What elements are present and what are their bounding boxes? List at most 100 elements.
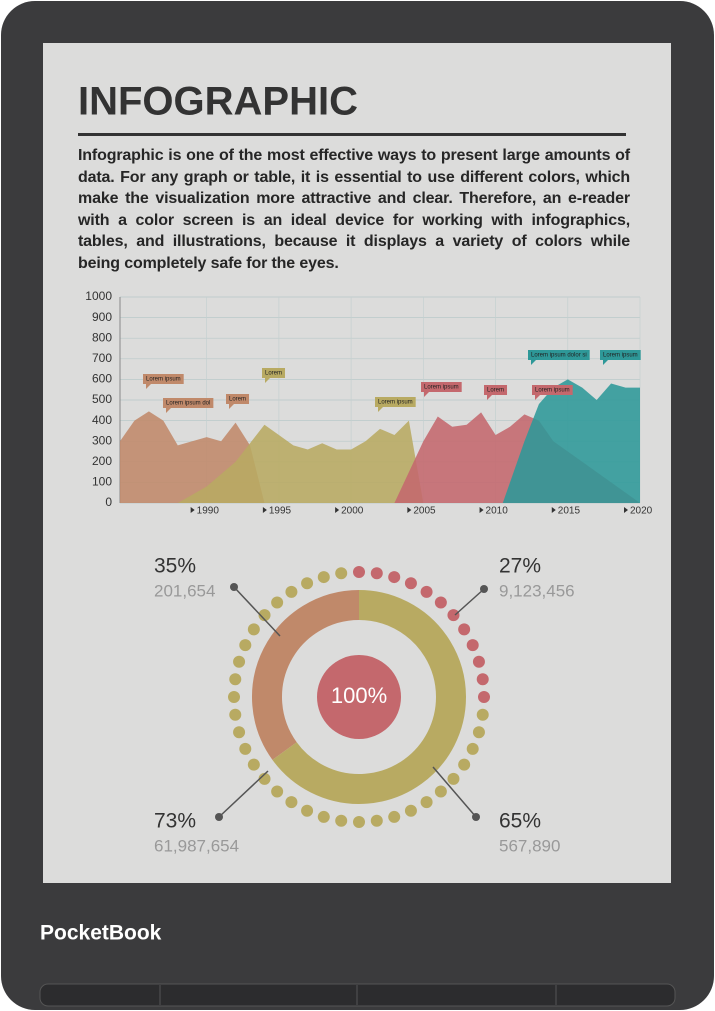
annotation-box <box>226 394 250 404</box>
x-tick-label: 2020 <box>630 506 653 517</box>
dot <box>434 785 447 798</box>
detail-label: 567,890 <box>499 836 560 855</box>
y-tick-label: 800 <box>92 330 112 344</box>
dot <box>472 655 485 668</box>
center-circle <box>317 655 401 739</box>
percent-label: 65% <box>499 810 541 833</box>
annotation-box <box>262 368 286 378</box>
leader-line <box>454 588 485 616</box>
annotation: Lorem <box>487 388 504 394</box>
leader-dot <box>215 813 223 821</box>
dot <box>476 673 489 686</box>
tick-arrow <box>624 507 628 513</box>
dot <box>353 816 365 828</box>
area <box>177 420 424 503</box>
annotation-pointer <box>146 384 151 389</box>
annotation-pointer <box>531 360 536 365</box>
dot <box>458 758 471 771</box>
x-tick-label: 2005 <box>413 506 436 517</box>
annotation-pointer <box>265 378 270 383</box>
leader-line <box>218 770 269 818</box>
dot <box>353 566 365 578</box>
annotation: Lorem ipsum <box>424 385 459 391</box>
percent-label: 27% <box>499 555 541 578</box>
annotation-pointer <box>378 407 383 412</box>
dot <box>388 810 401 823</box>
annotation-box <box>421 382 462 392</box>
leader-dot <box>480 585 488 593</box>
dot <box>301 804 314 817</box>
dot <box>404 577 417 590</box>
detail-label: 9,123,456 <box>499 581 575 600</box>
dot <box>335 814 348 827</box>
annotation: Lorem ipsum <box>603 353 638 359</box>
dot <box>447 772 460 785</box>
y-tick-label: 500 <box>92 392 112 406</box>
annotation: Lorem ipsum <box>146 377 181 383</box>
dot <box>370 814 383 827</box>
dot <box>258 609 271 622</box>
y-tick-label: 600 <box>92 372 112 386</box>
dot <box>247 623 260 636</box>
y-tick-label: 300 <box>92 433 112 447</box>
annotation: Lorem ipsum <box>535 388 570 394</box>
tick-arrow <box>190 507 195 513</box>
y-tick-label: 900 <box>92 310 112 324</box>
dot <box>388 571 401 584</box>
dot <box>233 655 246 668</box>
annotation: Lorem <box>265 371 282 377</box>
dot <box>258 772 271 785</box>
dot <box>317 810 330 823</box>
y-tick-label: 400 <box>92 413 112 427</box>
brand-logo: PocketBook <box>40 922 162 945</box>
annotation-box <box>484 385 508 395</box>
annotation: Lorem ipsum dolor si <box>531 353 587 359</box>
tick-arrow <box>335 507 340 513</box>
dot <box>228 691 240 703</box>
dot <box>239 639 252 652</box>
y-tick-label: 1000 <box>85 289 112 303</box>
dot <box>247 758 260 771</box>
tick-arrow <box>551 507 556 513</box>
dot <box>370 567 383 580</box>
dot <box>285 585 298 598</box>
dot <box>229 673 242 686</box>
dot <box>472 726 485 739</box>
leader-dot <box>472 813 480 821</box>
tick-arrow <box>407 507 412 513</box>
donut-segment <box>272 590 466 804</box>
annotation-box <box>163 398 214 408</box>
y-tick-label: 700 <box>92 351 112 365</box>
dot <box>229 708 242 721</box>
annotation-pointer <box>229 404 234 409</box>
dot <box>458 623 471 636</box>
dot <box>466 639 479 652</box>
dot <box>478 691 490 703</box>
annotation-box <box>600 350 641 360</box>
y-tick-label: 200 <box>92 454 112 468</box>
annotation: Lorem ipsum dol <box>166 401 210 407</box>
dot <box>239 742 252 755</box>
annotation-pointer <box>166 408 171 413</box>
dot <box>285 796 298 809</box>
dot <box>404 804 417 817</box>
annotation-pointer <box>487 395 492 400</box>
paragraph: Infographic is one of the most effective… <box>78 147 630 272</box>
detail-label: 61,987,654 <box>154 836 239 855</box>
percent-label: 35% <box>154 555 196 578</box>
dot <box>233 726 246 739</box>
dot <box>271 785 284 798</box>
dot <box>301 577 314 590</box>
title: INFOGRAPHIC <box>78 80 358 124</box>
dot <box>447 609 460 622</box>
area <box>502 379 640 503</box>
annotation: Lorem ipsum <box>378 400 413 406</box>
leader-line <box>432 766 477 818</box>
x-tick-label: 2015 <box>558 506 581 517</box>
percent-label: 73% <box>154 810 196 833</box>
center-label: 100% <box>331 683 387 708</box>
dot <box>434 596 447 609</box>
annotation-box <box>375 397 416 407</box>
tick-arrow <box>262 507 267 513</box>
